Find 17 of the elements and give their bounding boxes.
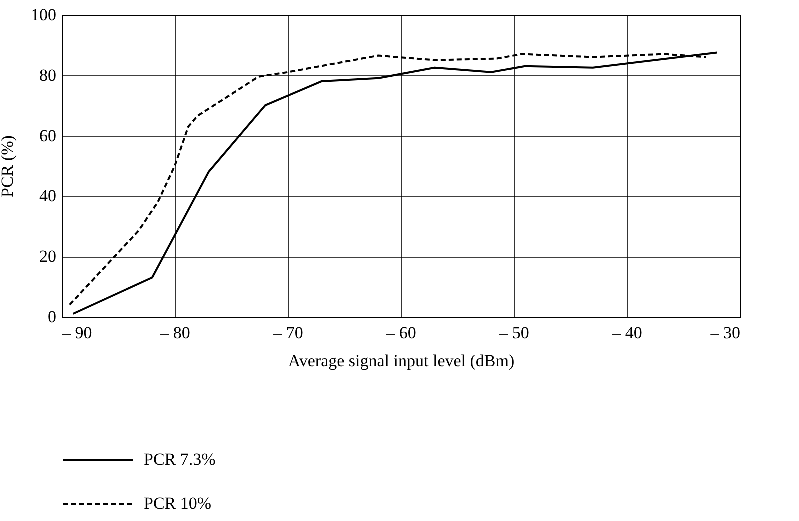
x-tick-label: – 90 bbox=[62, 324, 92, 342]
x-tick-label: – 70 bbox=[272, 324, 304, 342]
y-tick-label: 20 bbox=[40, 247, 56, 266]
x-axis-title: Average signal input level (dBm) bbox=[288, 352, 515, 370]
x-tick-label: – 40 bbox=[612, 324, 642, 342]
y-tick-label: 0 bbox=[48, 308, 56, 326]
x-tick-label: – 80 bbox=[160, 324, 190, 342]
y-tick-label: 40 bbox=[40, 186, 56, 206]
legend-label: PCR 7.3% bbox=[144, 450, 216, 469]
y-tick-label: 60 bbox=[40, 126, 56, 146]
x-tick-label: – 30 bbox=[710, 324, 740, 342]
y-tick-label: 100 bbox=[31, 6, 56, 24]
x-tick-label: – 60 bbox=[386, 324, 416, 342]
y-axis-title: PCR (%) bbox=[0, 136, 17, 198]
x-tick-label: – 50 bbox=[498, 324, 530, 342]
y-tick-label: 80 bbox=[40, 66, 56, 85]
legend-label: PCR 10% bbox=[144, 494, 212, 513]
